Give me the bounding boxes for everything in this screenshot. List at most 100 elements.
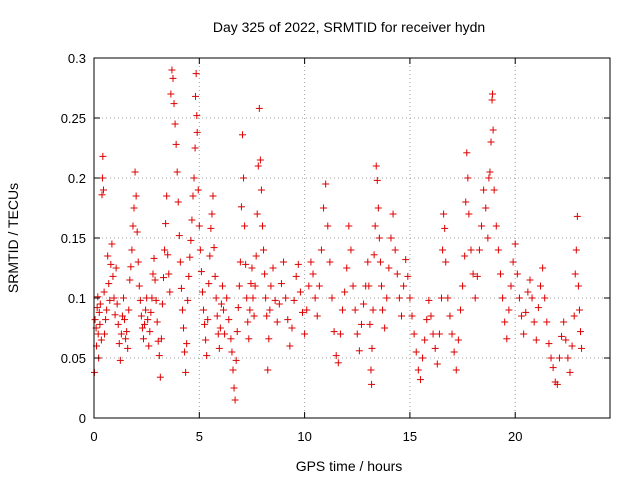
data-point: [364, 258, 372, 266]
data-point: [381, 324, 389, 332]
data-point: [408, 312, 416, 320]
data-point: [122, 335, 130, 343]
data-point: [192, 70, 200, 78]
data-point: [347, 246, 355, 254]
data-point: [465, 210, 473, 218]
data-point: [301, 330, 309, 338]
data-point: [124, 344, 132, 352]
data-point: [211, 272, 219, 280]
data-point: [534, 304, 542, 312]
data-point: [520, 330, 528, 338]
data-point: [252, 252, 260, 260]
data-point: [193, 128, 201, 136]
data-point: [412, 348, 420, 356]
data-point: [205, 280, 213, 288]
data-point: [539, 264, 547, 272]
data-point: [376, 258, 384, 266]
data-point: [103, 306, 111, 314]
data-point: [172, 140, 180, 148]
data-point: [570, 312, 578, 320]
data-point: [547, 354, 555, 362]
data-point: [282, 294, 290, 302]
data-point: [160, 274, 168, 282]
data-point: [385, 264, 393, 272]
data-point: [98, 174, 106, 182]
data-point: [178, 306, 186, 314]
data-point: [524, 288, 532, 296]
data-point: [107, 260, 115, 268]
data-point: [93, 304, 101, 312]
data-point: [210, 244, 218, 252]
y-tick-label: 0.05: [61, 351, 86, 366]
data-point: [341, 288, 349, 296]
data-point: [469, 270, 477, 278]
data-point: [299, 308, 307, 316]
data-point: [148, 294, 156, 302]
data-point: [330, 328, 338, 336]
data-point: [369, 306, 377, 314]
data-point: [136, 296, 144, 304]
data-point: [416, 376, 424, 384]
data-point: [117, 330, 125, 338]
data-point: [125, 306, 133, 314]
data-point: [212, 294, 220, 302]
data-point: [487, 138, 495, 146]
data-point: [146, 328, 154, 336]
data-point: [206, 252, 214, 260]
data-point: [439, 246, 447, 254]
data-point: [397, 312, 405, 320]
data-point: [115, 340, 123, 348]
data-point: [221, 330, 229, 338]
data-point: [505, 306, 513, 314]
data-point: [393, 270, 401, 278]
data-point: [543, 318, 551, 326]
data-point: [225, 316, 233, 324]
data-point: [97, 336, 105, 344]
data-point: [183, 340, 191, 348]
data-point: [227, 335, 235, 343]
data-point: [150, 254, 158, 262]
data-point: [201, 320, 209, 328]
data-point: [367, 366, 375, 374]
data-point: [366, 320, 374, 328]
data-point: [133, 228, 141, 236]
data-points: [90, 66, 586, 404]
data-point: [249, 294, 257, 302]
data-point: [152, 296, 160, 304]
data-point: [553, 380, 561, 388]
data-point: [196, 246, 204, 254]
data-point: [101, 330, 109, 338]
data-point: [127, 263, 135, 271]
data-point: [164, 251, 172, 259]
data-point: [193, 112, 201, 120]
data-point: [309, 270, 317, 278]
data-point: [296, 288, 304, 296]
data-point: [311, 294, 319, 302]
data-point: [269, 264, 277, 272]
data-point: [339, 306, 347, 314]
data-point: [562, 336, 570, 344]
data-point: [248, 264, 256, 272]
data-point: [247, 280, 255, 288]
data-point: [240, 174, 248, 182]
data-point: [151, 276, 159, 284]
data-point: [343, 264, 351, 272]
data-point: [484, 234, 492, 242]
data-point: [155, 352, 163, 360]
y-axis-title: SRMTID / TECUs: [5, 183, 21, 293]
data-point: [482, 204, 490, 212]
data-point: [471, 294, 479, 302]
data-point: [501, 318, 509, 326]
data-point: [161, 246, 169, 254]
data-point: [173, 168, 181, 176]
data-point: [105, 280, 113, 288]
data-point: [119, 294, 127, 302]
data-point: [271, 296, 279, 304]
data-point: [464, 174, 472, 182]
data-point: [360, 300, 368, 308]
data-point: [229, 366, 237, 374]
data-point: [368, 380, 376, 388]
data-point: [166, 288, 174, 296]
data-point: [320, 204, 328, 212]
data-point: [353, 330, 361, 338]
